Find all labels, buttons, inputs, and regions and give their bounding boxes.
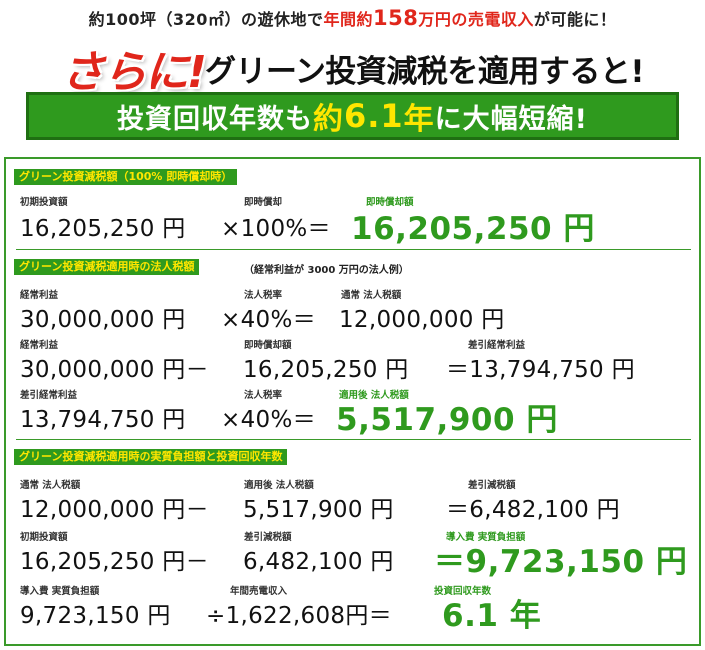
s3-r3-value2: ÷1,622,608円＝ <box>206 603 392 629</box>
headline-num: 158 <box>372 6 419 30</box>
s2-r1-label3: 通常 法人税額 <box>341 290 402 301</box>
s2-r2-label1: 経常利益 <box>20 340 59 351</box>
s3-r3-value1: 9,723,150 円 <box>20 603 171 629</box>
banner-pre: 投資回収年数も <box>116 103 313 135</box>
s1-r1-value1: 16,205,250 円 <box>20 216 186 242</box>
s2-r3-label2: 法人税率 <box>244 390 283 401</box>
s3-r2-label3: 導入費 実質負担額 <box>446 532 526 543</box>
s2-r1-value2: ×40%＝ <box>221 307 316 333</box>
s3-r3-value3: 6.1 年 <box>442 598 542 634</box>
s1-r1-label1: 初期投資額 <box>20 197 68 208</box>
s2-r1-value3: 12,000,000 円 <box>339 307 505 333</box>
calculation-panel: グリーン投資減税額（100% 即時償却時） 初期投資額 即時償却 即時償却額 1… <box>4 157 701 646</box>
section2-title: グリーン投資減税適用時の法人税額 <box>14 259 200 275</box>
s3-r3-label3: 投資回収年数 <box>434 586 492 597</box>
s2-r2-label2: 即時償却額 <box>244 340 292 351</box>
s2-r3-value1: 13,794,750 円 <box>20 407 186 433</box>
s3-r2-value1: 16,205,250 円－ <box>20 549 209 575</box>
divider-2 <box>16 439 691 440</box>
banner-hl2: 年 <box>403 102 435 137</box>
s3-r2-label2: 差引減税額 <box>244 532 292 543</box>
s3-r2-label1: 初期投資額 <box>20 532 68 543</box>
headline-sarani: さらに! <box>60 47 207 98</box>
headline-line2: さらに!グリーン投資減税を適用すると! <box>0 36 705 98</box>
s3-r1-label3: 差引減税額 <box>468 480 516 491</box>
s3-r1-value2: 5,517,900 円 <box>243 497 394 523</box>
s2-r2-value3: ＝13,794,750 円 <box>446 357 635 383</box>
s3-r1-label1: 通常 法人税額 <box>20 480 81 491</box>
s3-r2-value3: ＝9,723,150 円 <box>434 544 688 580</box>
s2-r3-label1: 差引経常利益 <box>20 390 78 401</box>
divider-1 <box>16 249 691 250</box>
s3-r2-value2: 6,482,100 円 <box>243 549 394 575</box>
headline-hl2: 万円の売電収入 <box>418 10 534 29</box>
s2-r2-value2: 16,205,250 円 <box>243 357 409 383</box>
s2-r1-value1: 30,000,000 円 <box>20 307 186 333</box>
s1-r1-label3: 即時償却額 <box>366 197 414 208</box>
s2-r2-value1: 30,000,000 円－ <box>20 357 209 383</box>
s2-r1-label2: 法人税率 <box>244 290 283 301</box>
payback-banner: 投資回収年数も約 6.1 年に大幅短縮! <box>26 92 679 140</box>
s2-r3-value2: ×40%＝ <box>221 407 316 433</box>
s3-r3-label1: 導入費 実質負担額 <box>20 586 100 597</box>
s3-r3-label2: 年間売電収入 <box>230 586 288 597</box>
s1-r1-value2: ×100%＝ <box>221 216 331 242</box>
s1-r1-value3: 16,205,250 円 <box>351 211 595 247</box>
headline-post: が可能に！ <box>533 10 617 29</box>
banner-post: に大幅短縮! <box>434 103 588 135</box>
section2-note: （経常利益が 3000 万円の法人例） <box>244 265 409 276</box>
headline-pre: 約100坪（320㎡）の遊休地で <box>88 10 324 29</box>
s2-r2-label3: 差引経常利益 <box>468 340 526 351</box>
headline-hl1: 年間約 <box>323 10 373 29</box>
s2-r1-label1: 経常利益 <box>20 290 59 301</box>
section3-title: グリーン投資減税適用時の実質負担額と投資回収年数 <box>14 449 288 465</box>
s3-r1-value1: 12,000,000 円－ <box>20 497 209 523</box>
s3-r1-label2: 適用後 法人税額 <box>244 480 314 491</box>
section1-title: グリーン投資減税額（100% 即時償却時） <box>14 169 238 185</box>
s1-r1-label2: 即時償却 <box>244 197 283 208</box>
s2-r3-value3: 5,517,900 円 <box>336 402 558 438</box>
s2-r3-label3: 適用後 法人税額 <box>339 390 409 401</box>
headline-green-tax: グリーン投資減税を適用すると! <box>204 53 645 90</box>
banner-num: 6.1 <box>343 97 404 135</box>
banner-hl1: 約 <box>312 102 344 137</box>
headline-line1: 約100坪（320㎡）の遊休地で年間約158万円の売電収入が可能に！ <box>0 6 705 30</box>
s3-r1-value3: ＝6,482,100 円 <box>446 497 620 523</box>
